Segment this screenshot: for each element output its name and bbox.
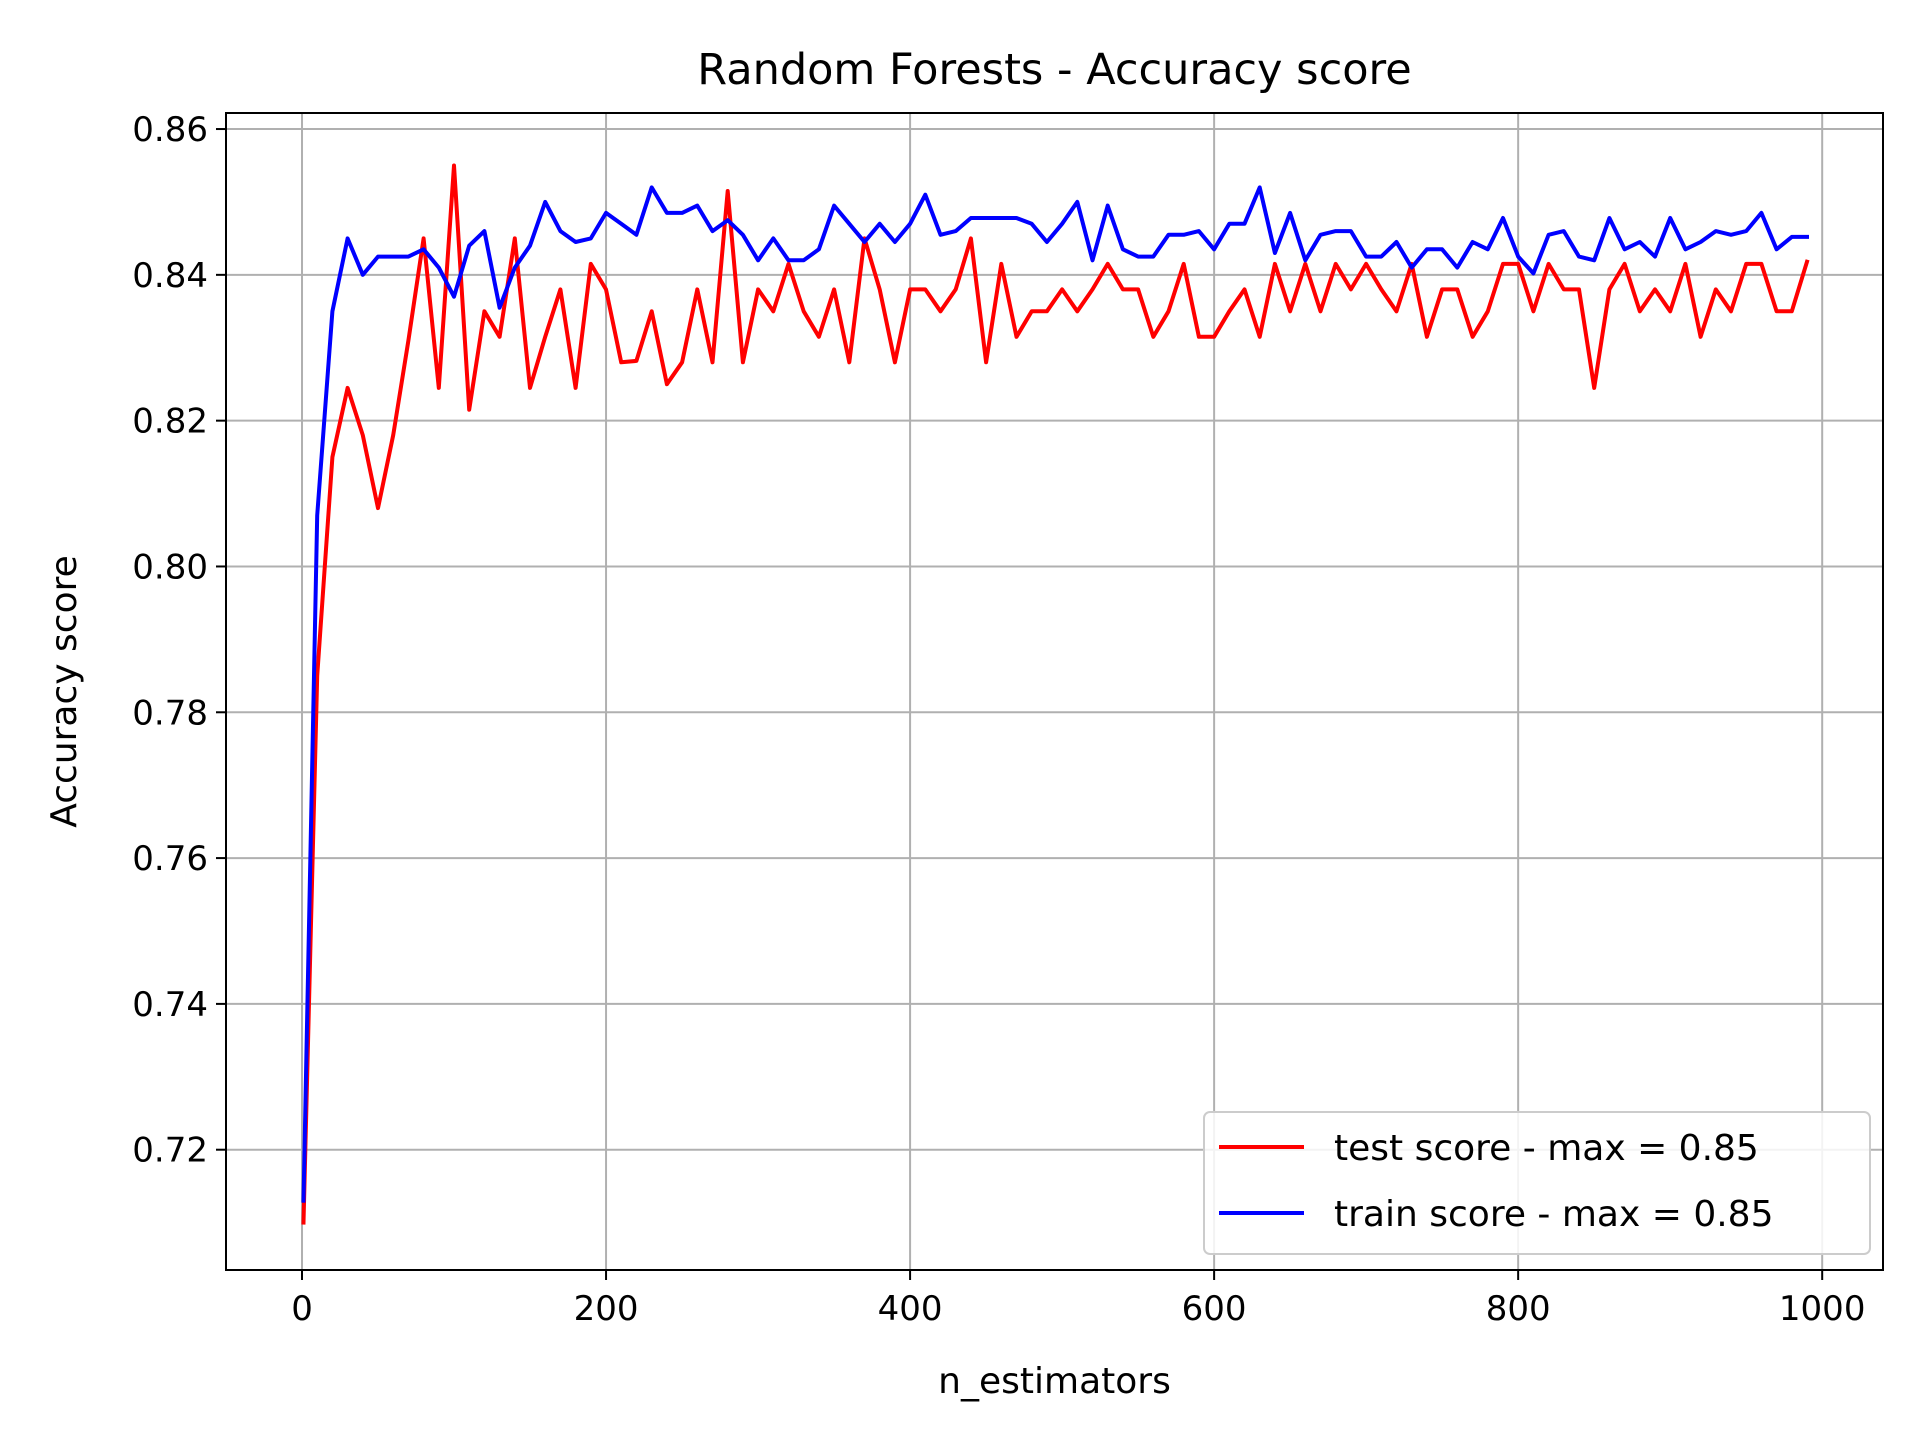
y-tick-label: 0.78 xyxy=(132,693,208,733)
x-axis-label: n_estimators xyxy=(938,1361,1171,1402)
y-tick-label: 0.80 xyxy=(132,547,208,587)
legend-entry: train score - max = 0.85 xyxy=(1334,1194,1774,1235)
y-tick-label: 0.84 xyxy=(132,256,208,296)
legend-entry: test score - max = 0.85 xyxy=(1334,1128,1759,1169)
y-tick-label: 0.72 xyxy=(132,1131,208,1171)
x-tick-label: 800 xyxy=(1486,1289,1551,1329)
x-tick-label: 200 xyxy=(574,1289,639,1329)
test-score-line xyxy=(301,163,1810,1225)
x-tick-label: 0 xyxy=(291,1289,313,1329)
y-tick-label: 0.74 xyxy=(132,985,208,1025)
y-tick-label: 0.82 xyxy=(132,402,208,442)
plot-frame xyxy=(225,112,1884,1271)
train-score-line xyxy=(301,185,1809,1203)
y-tick-label: 0.86 xyxy=(132,110,208,150)
x-tick-label: 600 xyxy=(1182,1289,1247,1329)
legend: test score - max = 0.85 train score - max… xyxy=(1203,1111,1871,1255)
ticks: 0 200 400 600 800 1000 0.72 0.74 0.76 0.78 0.80 0.8… xyxy=(132,110,1865,1329)
y-tick-label: 0.76 xyxy=(132,839,208,879)
grid xyxy=(226,113,1883,1270)
y-axis-label: Accuracy score xyxy=(44,555,85,828)
x-tick-label: 400 xyxy=(878,1289,943,1329)
x-tick-label: 1000 xyxy=(1779,1289,1866,1329)
series-layer xyxy=(301,163,1810,1225)
chart-title: Random Forests - Accuracy score xyxy=(697,45,1411,95)
legend-box xyxy=(1203,1111,1871,1255)
